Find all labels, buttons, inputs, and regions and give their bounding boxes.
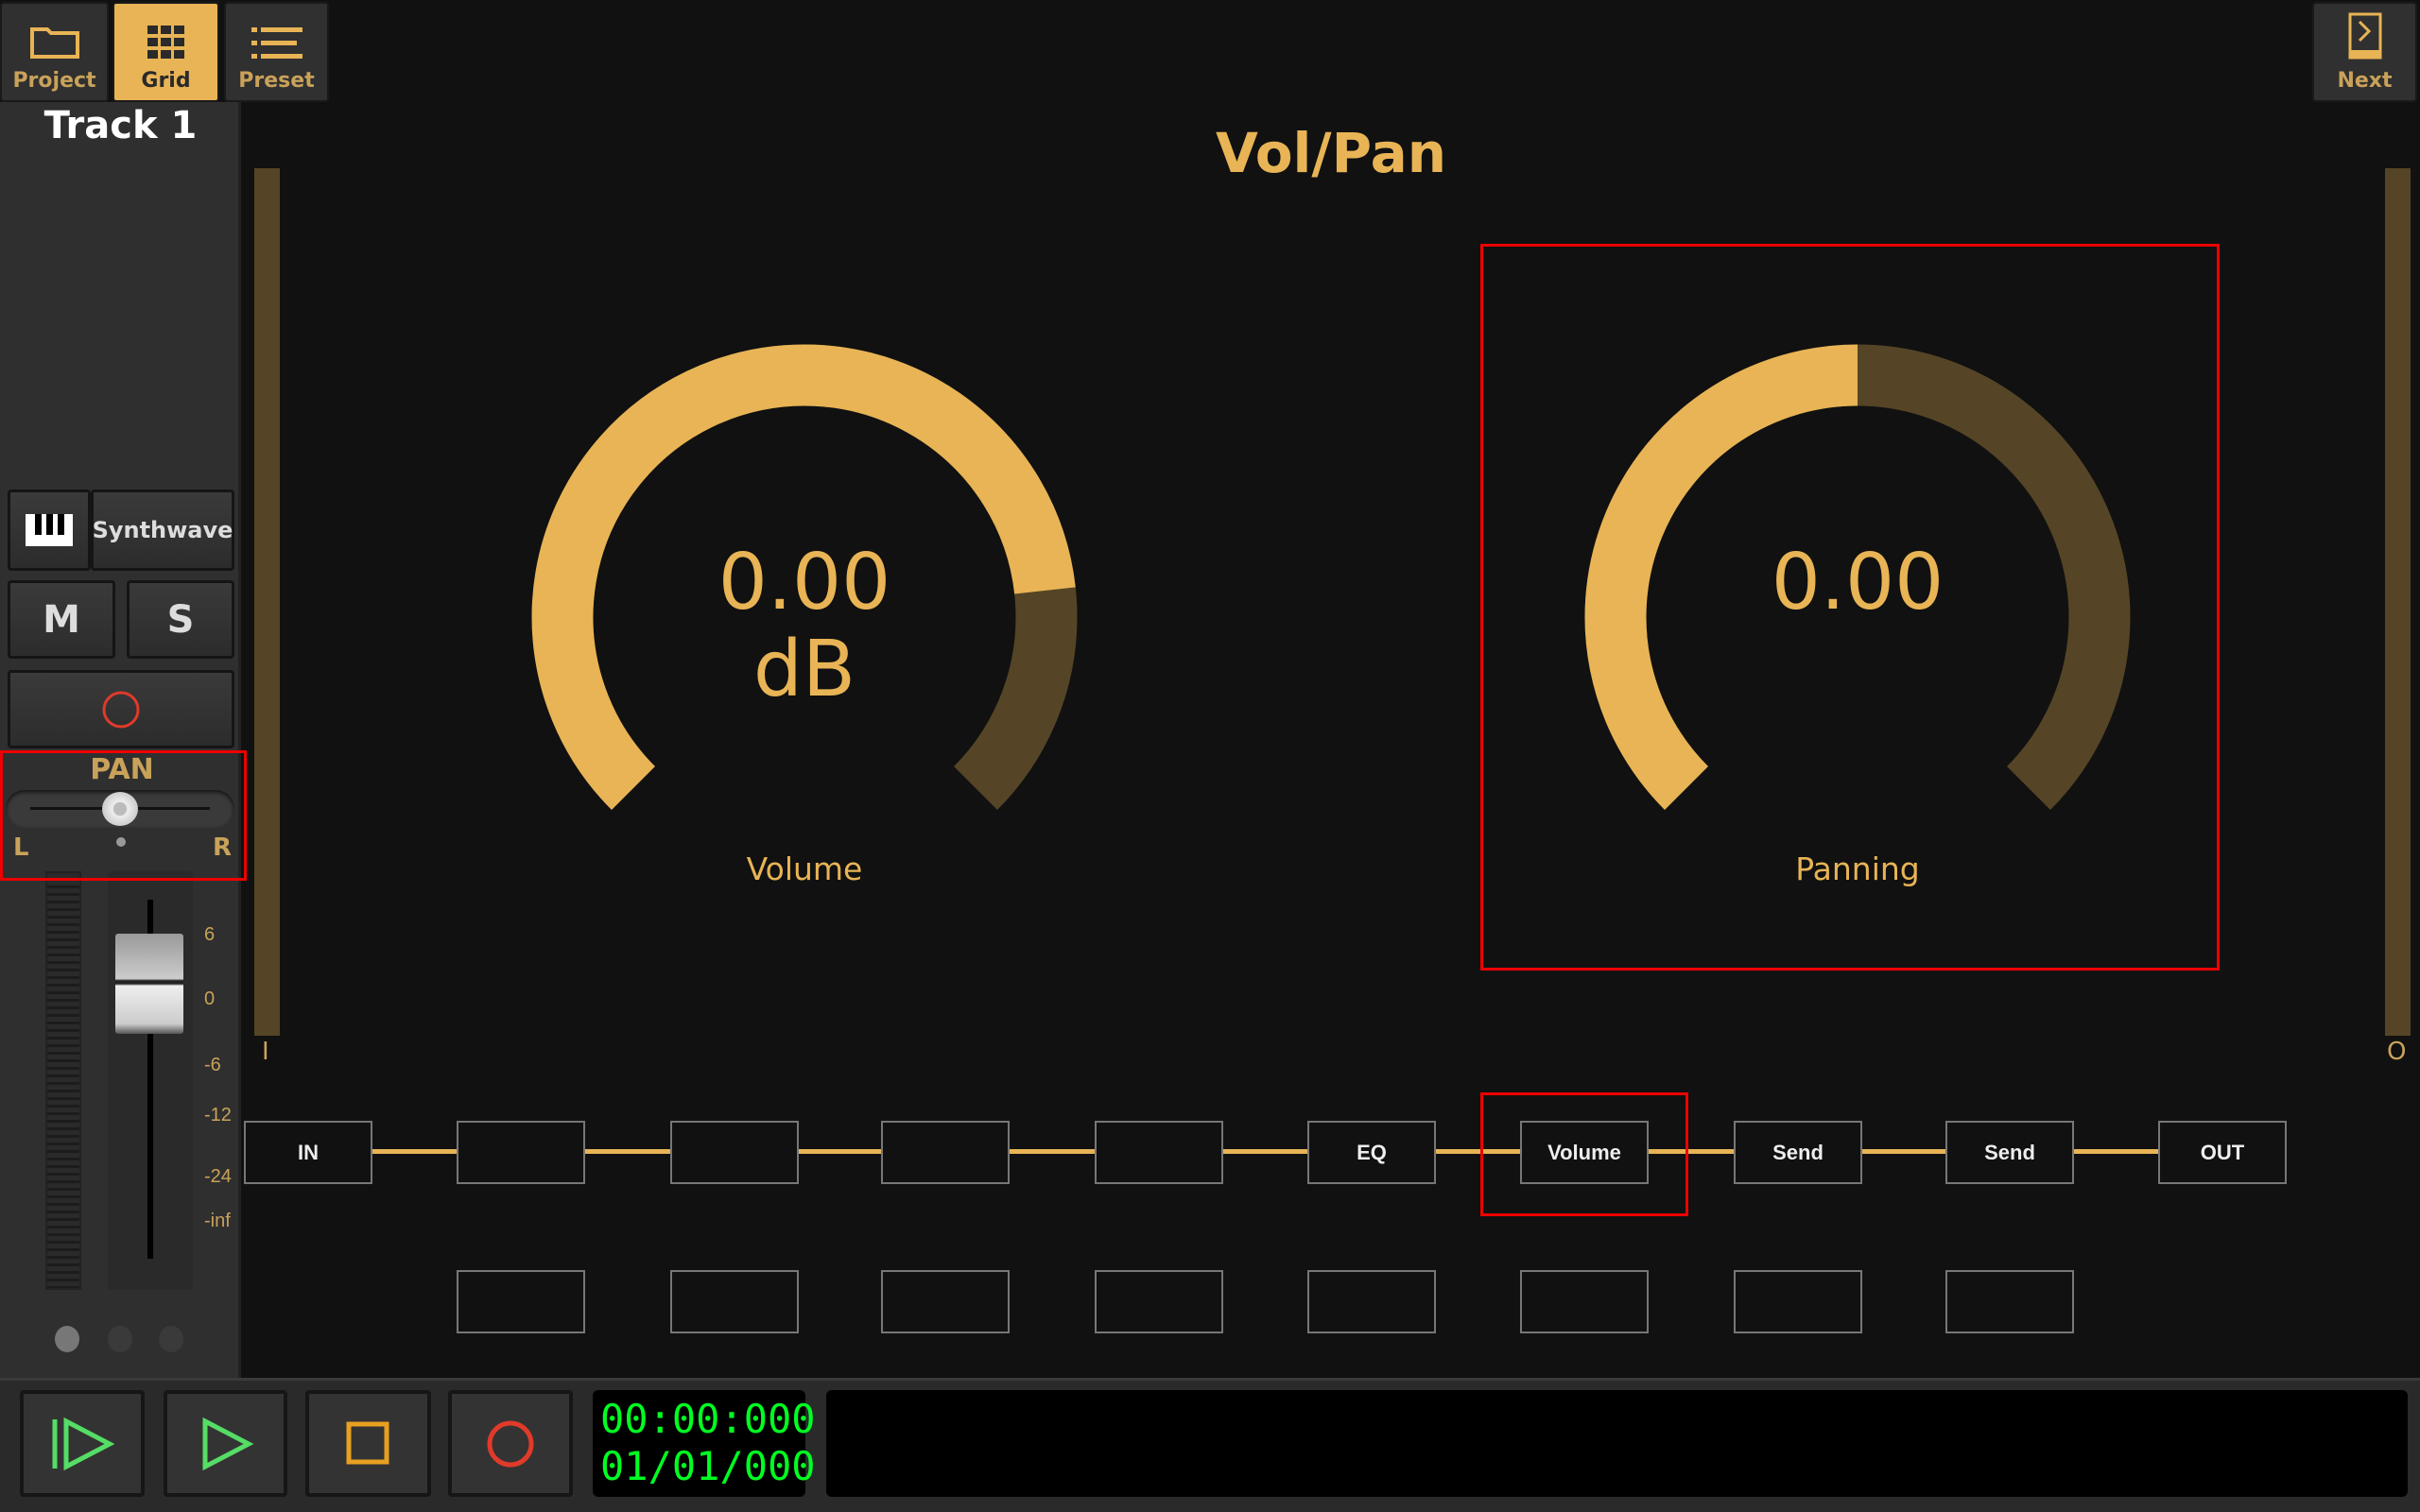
stop-button[interactable]	[305, 1390, 431, 1497]
play-button[interactable]	[164, 1390, 287, 1497]
next-button[interactable]: Next	[2312, 2, 2417, 102]
chain-slot[interactable]	[670, 1121, 799, 1184]
chain-slot[interactable]: Volume	[1520, 1121, 1649, 1184]
input-meter-label: I	[262, 1038, 269, 1066]
solo-button[interactable]: S	[127, 580, 234, 659]
time-readout: 00:00:000	[600, 1396, 816, 1442]
fader-scale-label: -6	[204, 1055, 221, 1075]
chain-slot[interactable]: Send	[1734, 1121, 1862, 1184]
panning-knob-fill	[1584, 344, 1858, 810]
fader-scale-label: -inf	[204, 1211, 231, 1231]
grid-icon	[147, 26, 184, 59]
record-arm-button[interactable]	[8, 670, 234, 748]
chain-slot[interactable]	[1095, 1121, 1223, 1184]
grid-label: Grid	[141, 69, 191, 93]
list-icon	[251, 27, 302, 59]
grid-button[interactable]: Grid	[112, 2, 219, 102]
stop-icon	[346, 1421, 389, 1464]
instrument-button[interactable]	[8, 490, 91, 571]
preset-label: Preset	[238, 69, 315, 93]
record-icon	[102, 691, 140, 728]
page-title: Vol/Pan	[1215, 121, 1446, 185]
play-from-start-button[interactable]	[20, 1390, 145, 1497]
fader-scale-label: 0	[204, 988, 216, 1009]
position-readout: 01/01/000	[600, 1443, 816, 1489]
volume-knob-fill	[531, 344, 1076, 810]
chain-slot[interactable]: EQ	[1307, 1121, 1436, 1184]
fader-scale-label: -24	[204, 1166, 232, 1187]
preset-button[interactable]: Preset	[224, 2, 329, 102]
timeline-display[interactable]	[826, 1390, 2408, 1497]
send-slot[interactable]	[457, 1270, 585, 1333]
chain-slot[interactable]: Send	[1945, 1121, 2074, 1184]
panning-value: 0.00	[1771, 538, 1945, 627]
volume-unit: dB	[752, 625, 856, 714]
record-icon	[487, 1420, 534, 1467]
next-page-icon	[2348, 12, 2381, 60]
project-button[interactable]: Project	[0, 2, 109, 102]
pan-label: PAN	[90, 753, 154, 786]
next-label: Next	[2337, 69, 2393, 93]
send-slot[interactable]	[1307, 1270, 1436, 1333]
volume-fader[interactable]	[108, 871, 193, 1290]
play-from-start-icon	[52, 1417, 115, 1470]
indicator-dot	[55, 1326, 79, 1352]
chain-slot[interactable]: IN	[244, 1121, 372, 1184]
instrument-name-button[interactable]: Synthwave	[91, 490, 234, 571]
fader-scale-label: 6	[204, 924, 216, 945]
play-icon	[202, 1417, 253, 1470]
pan-right-label: R	[213, 833, 233, 862]
volume-label: Volume	[746, 850, 863, 887]
mute-button[interactable]: M	[8, 580, 115, 659]
send-slot[interactable]	[1095, 1270, 1223, 1333]
send-slot[interactable]	[1945, 1270, 2074, 1333]
record-button[interactable]	[448, 1390, 573, 1497]
chain-slot[interactable]	[881, 1121, 1010, 1184]
piano-icon	[26, 514, 73, 546]
fader-handle[interactable]	[115, 934, 183, 1034]
time-display: 00:00:000 01/01/000	[593, 1390, 816, 1497]
pan-slider[interactable]	[6, 790, 234, 828]
project-label: Project	[12, 69, 96, 93]
track-title: Track 1	[43, 104, 198, 147]
signal-chain-line	[372, 1149, 2159, 1154]
fader-scale-label: -12	[204, 1105, 232, 1125]
indicator-dot	[108, 1326, 132, 1352]
send-slot[interactable]	[1520, 1270, 1649, 1333]
pan-center-dot	[116, 837, 126, 847]
level-meter	[45, 871, 81, 1290]
panning-label: Panning	[1795, 850, 1920, 887]
send-slot[interactable]	[670, 1270, 799, 1333]
chain-slot[interactable]: OUT	[2158, 1121, 2287, 1184]
folder-icon	[29, 27, 79, 59]
send-slot[interactable]	[1734, 1270, 1862, 1333]
pan-slider-thumb[interactable]	[102, 792, 138, 826]
pan-left-label: L	[13, 833, 29, 862]
chain-slot[interactable]	[457, 1121, 585, 1184]
volume-value: 0.00	[717, 538, 891, 627]
output-meter	[2385, 168, 2411, 1036]
input-meter	[254, 168, 280, 1036]
indicator-dot	[159, 1326, 183, 1352]
output-meter-label: O	[2387, 1038, 2407, 1066]
send-slot[interactable]	[881, 1270, 1010, 1333]
